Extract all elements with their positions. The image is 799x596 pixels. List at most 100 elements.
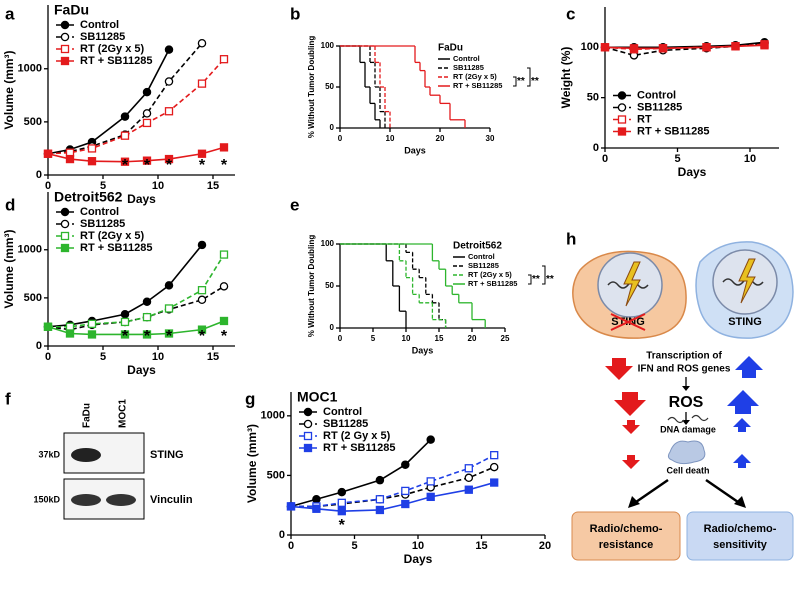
panel-label: g (245, 389, 255, 408)
legend-label: Control (637, 89, 676, 101)
data-point (43, 322, 53, 331)
legend-label: RT (2Gy x 5) (453, 72, 497, 81)
data-point (219, 316, 229, 326)
step-label: IFN and ROS genes (638, 364, 731, 375)
legend-label: Control (80, 206, 119, 218)
legend-marker (617, 91, 627, 100)
blot-band (106, 494, 136, 506)
x-axis-label: Days (412, 345, 434, 355)
data-point (375, 505, 385, 515)
x-tick-label: 0 (45, 180, 51, 192)
x-tick-label: 0 (338, 134, 343, 143)
data-point (87, 157, 97, 166)
significance-label: ** (546, 274, 554, 285)
data-point (87, 330, 97, 339)
series-line (291, 454, 495, 508)
x-tick-label: 10 (412, 540, 424, 552)
significance-mark: * (221, 328, 228, 345)
y-axis-label: Volume (mm³) (2, 50, 16, 129)
significance-bracket (528, 274, 532, 285)
y-tick-label: 50 (325, 281, 334, 290)
data-point (658, 44, 668, 53)
legend-label: RT (2Gy x 5) (468, 270, 512, 279)
data-point (426, 492, 435, 502)
blot-band (71, 448, 101, 462)
data-point (219, 282, 229, 291)
nucleus (712, 249, 778, 315)
step-label: ROS (669, 394, 704, 411)
y-tick-label: 1000 (261, 410, 285, 422)
outcome-label: Radio/chemo- (704, 523, 777, 535)
series-line (47, 58, 225, 155)
chart-panel: d 0 5 10 15 0 500 1000 Days Volume (mm³) * * * * * Detr… (2, 189, 235, 377)
cross-out (610, 313, 646, 331)
legend-label: RT (2 Gy x 5) (323, 430, 391, 442)
data-point (120, 131, 130, 140)
up-arrow (727, 390, 759, 414)
data-point (426, 435, 435, 444)
x-tick-label: 20 (468, 334, 477, 343)
flow-arrow-head (682, 420, 690, 425)
panel-label: h (566, 229, 576, 248)
down-arrow (622, 455, 640, 469)
significance-label: ** (532, 274, 540, 285)
data-point (464, 485, 473, 494)
y-axis-label: % Without Tumor Doubling (307, 36, 316, 139)
radiation-bolt (623, 258, 756, 307)
legend-label: RT + SB11285 (468, 279, 517, 288)
data-point (197, 149, 207, 158)
up-arrow (733, 418, 751, 432)
data-point (760, 41, 769, 50)
data-point (337, 507, 346, 516)
series-line (47, 320, 225, 336)
significance-mark: * (339, 517, 346, 534)
x-axis-label: Days (127, 363, 156, 377)
dying-cell (667, 440, 706, 465)
y-tick-label: 500 (24, 292, 42, 304)
significance-mark: * (122, 328, 129, 345)
data-point (464, 464, 473, 473)
legend-marker (617, 115, 627, 124)
y-tick-label: 0 (593, 142, 599, 154)
legend-label: RT + SB11285 (80, 55, 152, 67)
legend-label: SB11285 (80, 218, 125, 230)
chart-title: FaDu (438, 43, 463, 54)
data-point (87, 144, 97, 153)
chart-panel: g 0 5 10 15 20 0 500 1000 Days Volume (mm³) * MOC1Co… (245, 389, 551, 566)
sting-label: STING (728, 316, 762, 328)
outcome-label: sensitivity (713, 539, 768, 551)
legend-marker (60, 32, 70, 42)
x-tick-label: 10 (152, 180, 164, 192)
data-point (702, 43, 711, 52)
marker-label: 37kD (38, 449, 60, 459)
legend-label: RT + SB11285 (637, 125, 709, 137)
panel-label: b (290, 4, 300, 23)
legend-label: RT (2Gy x 5) (80, 230, 145, 242)
y-tick-label: 0 (330, 123, 335, 132)
data-point (197, 79, 207, 88)
x-tick-label: 15 (435, 334, 444, 343)
data-point (142, 156, 152, 165)
data-point (490, 478, 499, 487)
legend-label: Control (468, 252, 495, 261)
data-point (337, 498, 346, 507)
panel-label: c (566, 4, 575, 23)
legend-marker (60, 231, 70, 241)
legend-label: SB11285 (453, 63, 484, 72)
data-point (164, 77, 174, 86)
data-point (401, 460, 410, 469)
data-point (120, 309, 130, 319)
legend-label: RT + SB11285 (453, 81, 502, 90)
significance-label: ** (531, 76, 539, 87)
x-tick-label: 10 (152, 351, 164, 363)
x-axis-label: Days (404, 552, 433, 566)
data-point (142, 87, 152, 97)
y-tick-label: 0 (36, 340, 42, 352)
data-point (120, 317, 130, 327)
data-point (600, 43, 610, 52)
significance-mark: * (166, 328, 173, 345)
lane-label: FaDu (82, 403, 93, 428)
x-tick-label: 25 (501, 334, 510, 343)
